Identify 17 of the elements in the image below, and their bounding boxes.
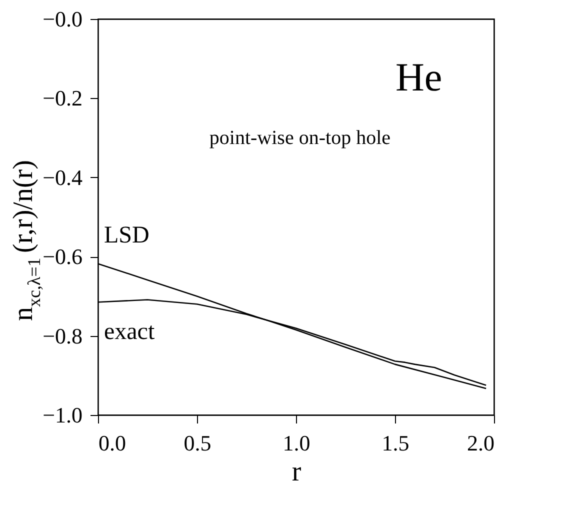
y-tick-label: −1.0 — [42, 402, 82, 428]
y-tick-label: −0.6 — [42, 244, 82, 270]
x-tick-label: 0.0 — [98, 430, 126, 456]
y-tick-label: −0.2 — [42, 86, 82, 111]
annotation: He — [395, 54, 442, 100]
x-tick-label: 1.5 — [382, 430, 410, 456]
x-axis-title: r — [292, 456, 302, 488]
series-label: LSD — [104, 222, 150, 249]
y-tick-label: −0.8 — [42, 323, 82, 348]
x-tick-label: 2.0 — [467, 430, 494, 456]
y-axis-title: nxc,λ=1(r,r)/n(r) — [8, 160, 44, 321]
y-tick-label: −0.0 — [42, 6, 82, 32]
x-tick-label: 0.5 — [184, 430, 212, 456]
series-label: exact — [104, 319, 155, 346]
annotation: point-wise on-top hole — [209, 126, 391, 149]
y-tick-label: −0.4 — [42, 164, 82, 190]
x-tick-label: 1.0 — [282, 430, 310, 456]
